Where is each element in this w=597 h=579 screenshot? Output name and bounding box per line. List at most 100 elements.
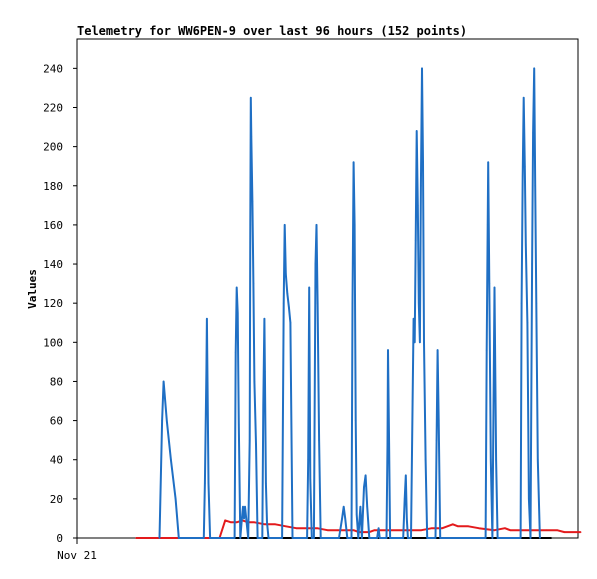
data-point — [346, 537, 349, 539]
data-point — [252, 282, 255, 285]
data-point — [206, 318, 208, 320]
y-axis: 0 20 40 60 80 100 120 140 160 180 200 220 240 — [43, 62, 77, 545]
data-point — [486, 224, 489, 226]
data-point — [419, 341, 421, 344]
data-point — [342, 505, 345, 508]
data-point — [493, 529, 496, 531]
data-point — [267, 537, 270, 539]
data-point — [378, 537, 381, 539]
data-point — [283, 224, 286, 226]
data-point — [420, 185, 422, 187]
series-layer — [135, 67, 582, 539]
data-point — [488, 282, 491, 285]
data-point — [161, 419, 163, 422]
data-point — [413, 341, 416, 344]
y-axis-label: Values — [26, 269, 39, 309]
data-point — [441, 527, 444, 529]
data-point — [534, 185, 536, 187]
data-point — [338, 537, 340, 539]
data-point — [158, 537, 161, 539]
data-point — [282, 302, 285, 305]
data-point — [357, 537, 360, 539]
data-point — [417, 204, 419, 207]
data-point — [263, 318, 266, 320]
data-point — [352, 161, 355, 164]
data-point — [307, 458, 310, 461]
data-point — [244, 505, 246, 508]
y-tick-label: 0 — [56, 532, 63, 545]
data-point — [467, 525, 470, 528]
data-point — [359, 505, 362, 508]
data-point — [436, 349, 439, 351]
data-point — [266, 521, 268, 524]
data-point — [377, 527, 380, 529]
data-point — [289, 321, 292, 324]
data-point — [281, 537, 283, 539]
data-point — [415, 130, 418, 132]
data-point — [285, 273, 287, 275]
data-point — [478, 527, 480, 529]
data-point — [524, 165, 526, 167]
data-point — [388, 443, 390, 445]
data-point — [242, 505, 244, 508]
data-point — [285, 525, 287, 528]
data-point — [405, 529, 407, 531]
data-point — [319, 537, 322, 539]
data-point — [366, 505, 369, 508]
data-point — [526, 321, 529, 324]
data-point — [234, 351, 237, 353]
data-point — [363, 486, 365, 488]
data-point — [174, 498, 177, 500]
y-tick-label: 120 — [43, 297, 63, 310]
data-point — [256, 537, 259, 539]
data-point — [311, 537, 313, 539]
data-point — [556, 529, 558, 531]
data-point — [520, 302, 523, 305]
data-point — [452, 523, 454, 526]
y-tick-label: 20 — [50, 493, 63, 506]
data-point — [166, 419, 168, 422]
data-point — [487, 161, 490, 164]
data-point — [519, 537, 522, 539]
data-point — [407, 537, 409, 539]
data-point — [250, 96, 252, 99]
y-tick-label: 100 — [43, 336, 63, 349]
data-point — [250, 136, 253, 138]
data-point — [411, 400, 414, 402]
data-point — [178, 537, 180, 539]
data-point — [248, 439, 251, 442]
data-point — [529, 537, 532, 539]
data-point — [533, 67, 535, 70]
data-point — [255, 443, 257, 445]
data-point — [437, 419, 440, 422]
data-point — [313, 537, 315, 539]
data-point — [522, 96, 525, 99]
data-point — [402, 537, 405, 539]
data-point — [205, 370, 208, 373]
data-point — [135, 537, 137, 539]
data-point — [412, 318, 415, 320]
data-point — [265, 482, 267, 485]
data-point — [386, 443, 389, 445]
data-point — [368, 537, 371, 539]
data-point — [376, 537, 378, 539]
data-point — [236, 312, 239, 314]
data-point — [249, 224, 252, 226]
data-point — [291, 537, 294, 539]
data-point — [535, 302, 538, 305]
data-point — [245, 521, 248, 524]
data-point — [364, 474, 367, 477]
data-point — [253, 521, 256, 524]
data-point — [353, 224, 356, 226]
data-point — [261, 537, 264, 539]
data-point — [170, 458, 172, 461]
data-point — [247, 537, 249, 539]
data-point — [521, 175, 524, 177]
data-point — [504, 527, 506, 529]
data-point — [403, 498, 406, 500]
data-point — [315, 224, 318, 226]
chart-title: Telemetry for WW6PEN-9 over last 96 hour… — [77, 24, 467, 38]
data-point — [484, 537, 487, 539]
data-point — [162, 380, 165, 383]
